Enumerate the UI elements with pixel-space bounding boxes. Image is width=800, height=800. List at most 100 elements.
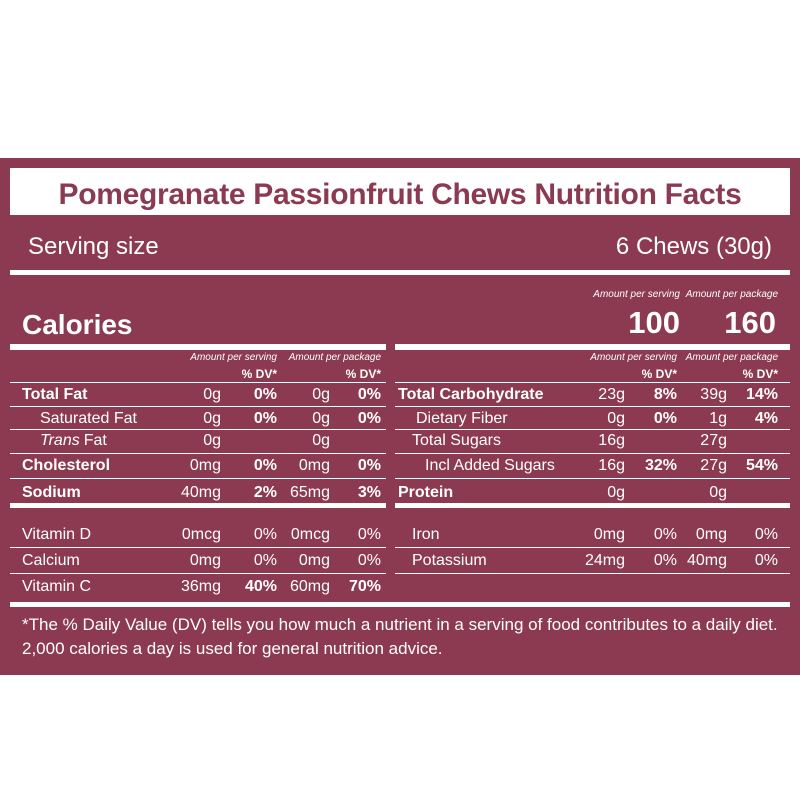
title: Pomegranate Passionfruit Chews Nutrition… (58, 178, 742, 211)
row-name: Saturated Fat (40, 410, 137, 427)
row-name: Incl Added Sugars (425, 457, 555, 474)
rule (10, 453, 386, 454)
row-value: 0mg (189, 552, 221, 569)
row-name: Iron (412, 526, 440, 543)
row-value: 0mcg (181, 526, 221, 543)
row-name: Calcium (22, 552, 80, 569)
rule (10, 429, 386, 430)
row-value: 0mg (298, 457, 330, 474)
row-value: 0g (607, 410, 625, 427)
row-value: 24mg (584, 552, 625, 569)
column-header: Amount per serving (190, 352, 277, 363)
row-name: Vitamin C (22, 578, 92, 595)
row-value: 0g (312, 410, 330, 427)
row-value: 14% (745, 386, 778, 403)
row-value: 16g (598, 457, 625, 474)
row-value: 54% (745, 457, 778, 474)
row-name: Sodium (22, 484, 81, 501)
row-name: Total Carbohydrate (398, 386, 544, 403)
calories-package: 160 (724, 305, 776, 340)
rule (395, 478, 790, 479)
column-header: Amount per package (288, 352, 381, 363)
row-value: 0% (653, 552, 677, 569)
row-value: 40mg (686, 552, 727, 569)
row-value: 0% (253, 386, 277, 403)
row-value: 36mg (180, 578, 221, 595)
row-name: Fat (83, 432, 107, 449)
row-value: 0g (709, 484, 727, 501)
row-value: 60mg (289, 578, 330, 595)
row-value: 1g (709, 410, 727, 427)
row-value: 0% (253, 457, 277, 474)
row-name: Total Fat (22, 386, 88, 403)
row-value: 65mg (289, 484, 330, 501)
dv-header: % DV* (742, 367, 778, 381)
row-name: Cholesterol (22, 457, 111, 474)
row-name: Trans (40, 432, 80, 449)
rule (395, 406, 790, 407)
row-value: 0g (203, 410, 221, 427)
row-value: 0% (357, 386, 381, 403)
row-value: 0g (607, 484, 625, 501)
rule (10, 573, 386, 574)
dv-header: % DV* (345, 367, 381, 381)
row-value: 0% (754, 552, 778, 569)
row-name: Dietary Fiber (416, 410, 508, 427)
row-value: 39g (700, 386, 727, 403)
row-value: 0g (312, 432, 330, 449)
row-value: 0% (357, 410, 381, 427)
serving-value: 6 Chews (30g) (615, 233, 772, 260)
row-value: 0% (653, 410, 677, 427)
rule (395, 453, 790, 454)
row-value: 2% (253, 484, 277, 501)
column-header: Amount per package (685, 352, 778, 363)
row-value: 40mg (180, 484, 221, 501)
rule (395, 429, 790, 430)
column-header: Amount per serving (593, 289, 680, 300)
row-value: 0% (253, 410, 277, 427)
row-value: 4% (754, 410, 778, 427)
title-box: Pomegranate Passionfruit Chews Nutrition… (10, 168, 790, 215)
row-value: 8% (653, 386, 677, 403)
dv-header: % DV* (641, 367, 677, 381)
row-value: 0mg (298, 552, 330, 569)
calories-serving: 100 (628, 305, 680, 340)
row-value: 0% (253, 552, 277, 569)
row-value: 27g (700, 457, 727, 474)
rule (10, 406, 386, 407)
row-value: 0% (357, 552, 381, 569)
footnote: *The % Daily Value (DV) tells you how mu… (22, 615, 778, 658)
rule (395, 344, 790, 350)
row-name: Vitamin D (22, 526, 92, 543)
row-value: 70% (348, 578, 381, 595)
row-value: 32% (644, 457, 677, 474)
row-value: 0mcg (290, 526, 330, 543)
row-value: 0mg (189, 457, 221, 474)
row-value: 0% (357, 526, 381, 543)
rule (10, 602, 790, 607)
rule (10, 382, 386, 383)
row-value: 0mg (695, 526, 727, 543)
row-value: 16g (598, 432, 625, 449)
column-header: Amount per serving (590, 352, 677, 363)
rule (395, 547, 790, 548)
calories-label: Calories (22, 309, 133, 340)
dv-header: % DV* (241, 367, 277, 381)
rule (395, 382, 790, 383)
row-name: Protein (398, 484, 454, 501)
row-value: 23g (598, 386, 625, 403)
row-value: 0g (203, 432, 221, 449)
serving-label: Serving size (28, 233, 159, 260)
rule (10, 547, 386, 548)
row-value: 0mg (593, 526, 625, 543)
rule (10, 344, 386, 350)
row-value: 0% (653, 526, 677, 543)
row-name: Potassium (412, 552, 487, 569)
row-value: 0% (754, 526, 778, 543)
rule (10, 503, 386, 508)
row-value: 40% (244, 578, 277, 595)
row-name: Total Sugars (412, 432, 501, 449)
row-value: 0g (203, 386, 221, 403)
row-value: 0% (253, 526, 277, 543)
